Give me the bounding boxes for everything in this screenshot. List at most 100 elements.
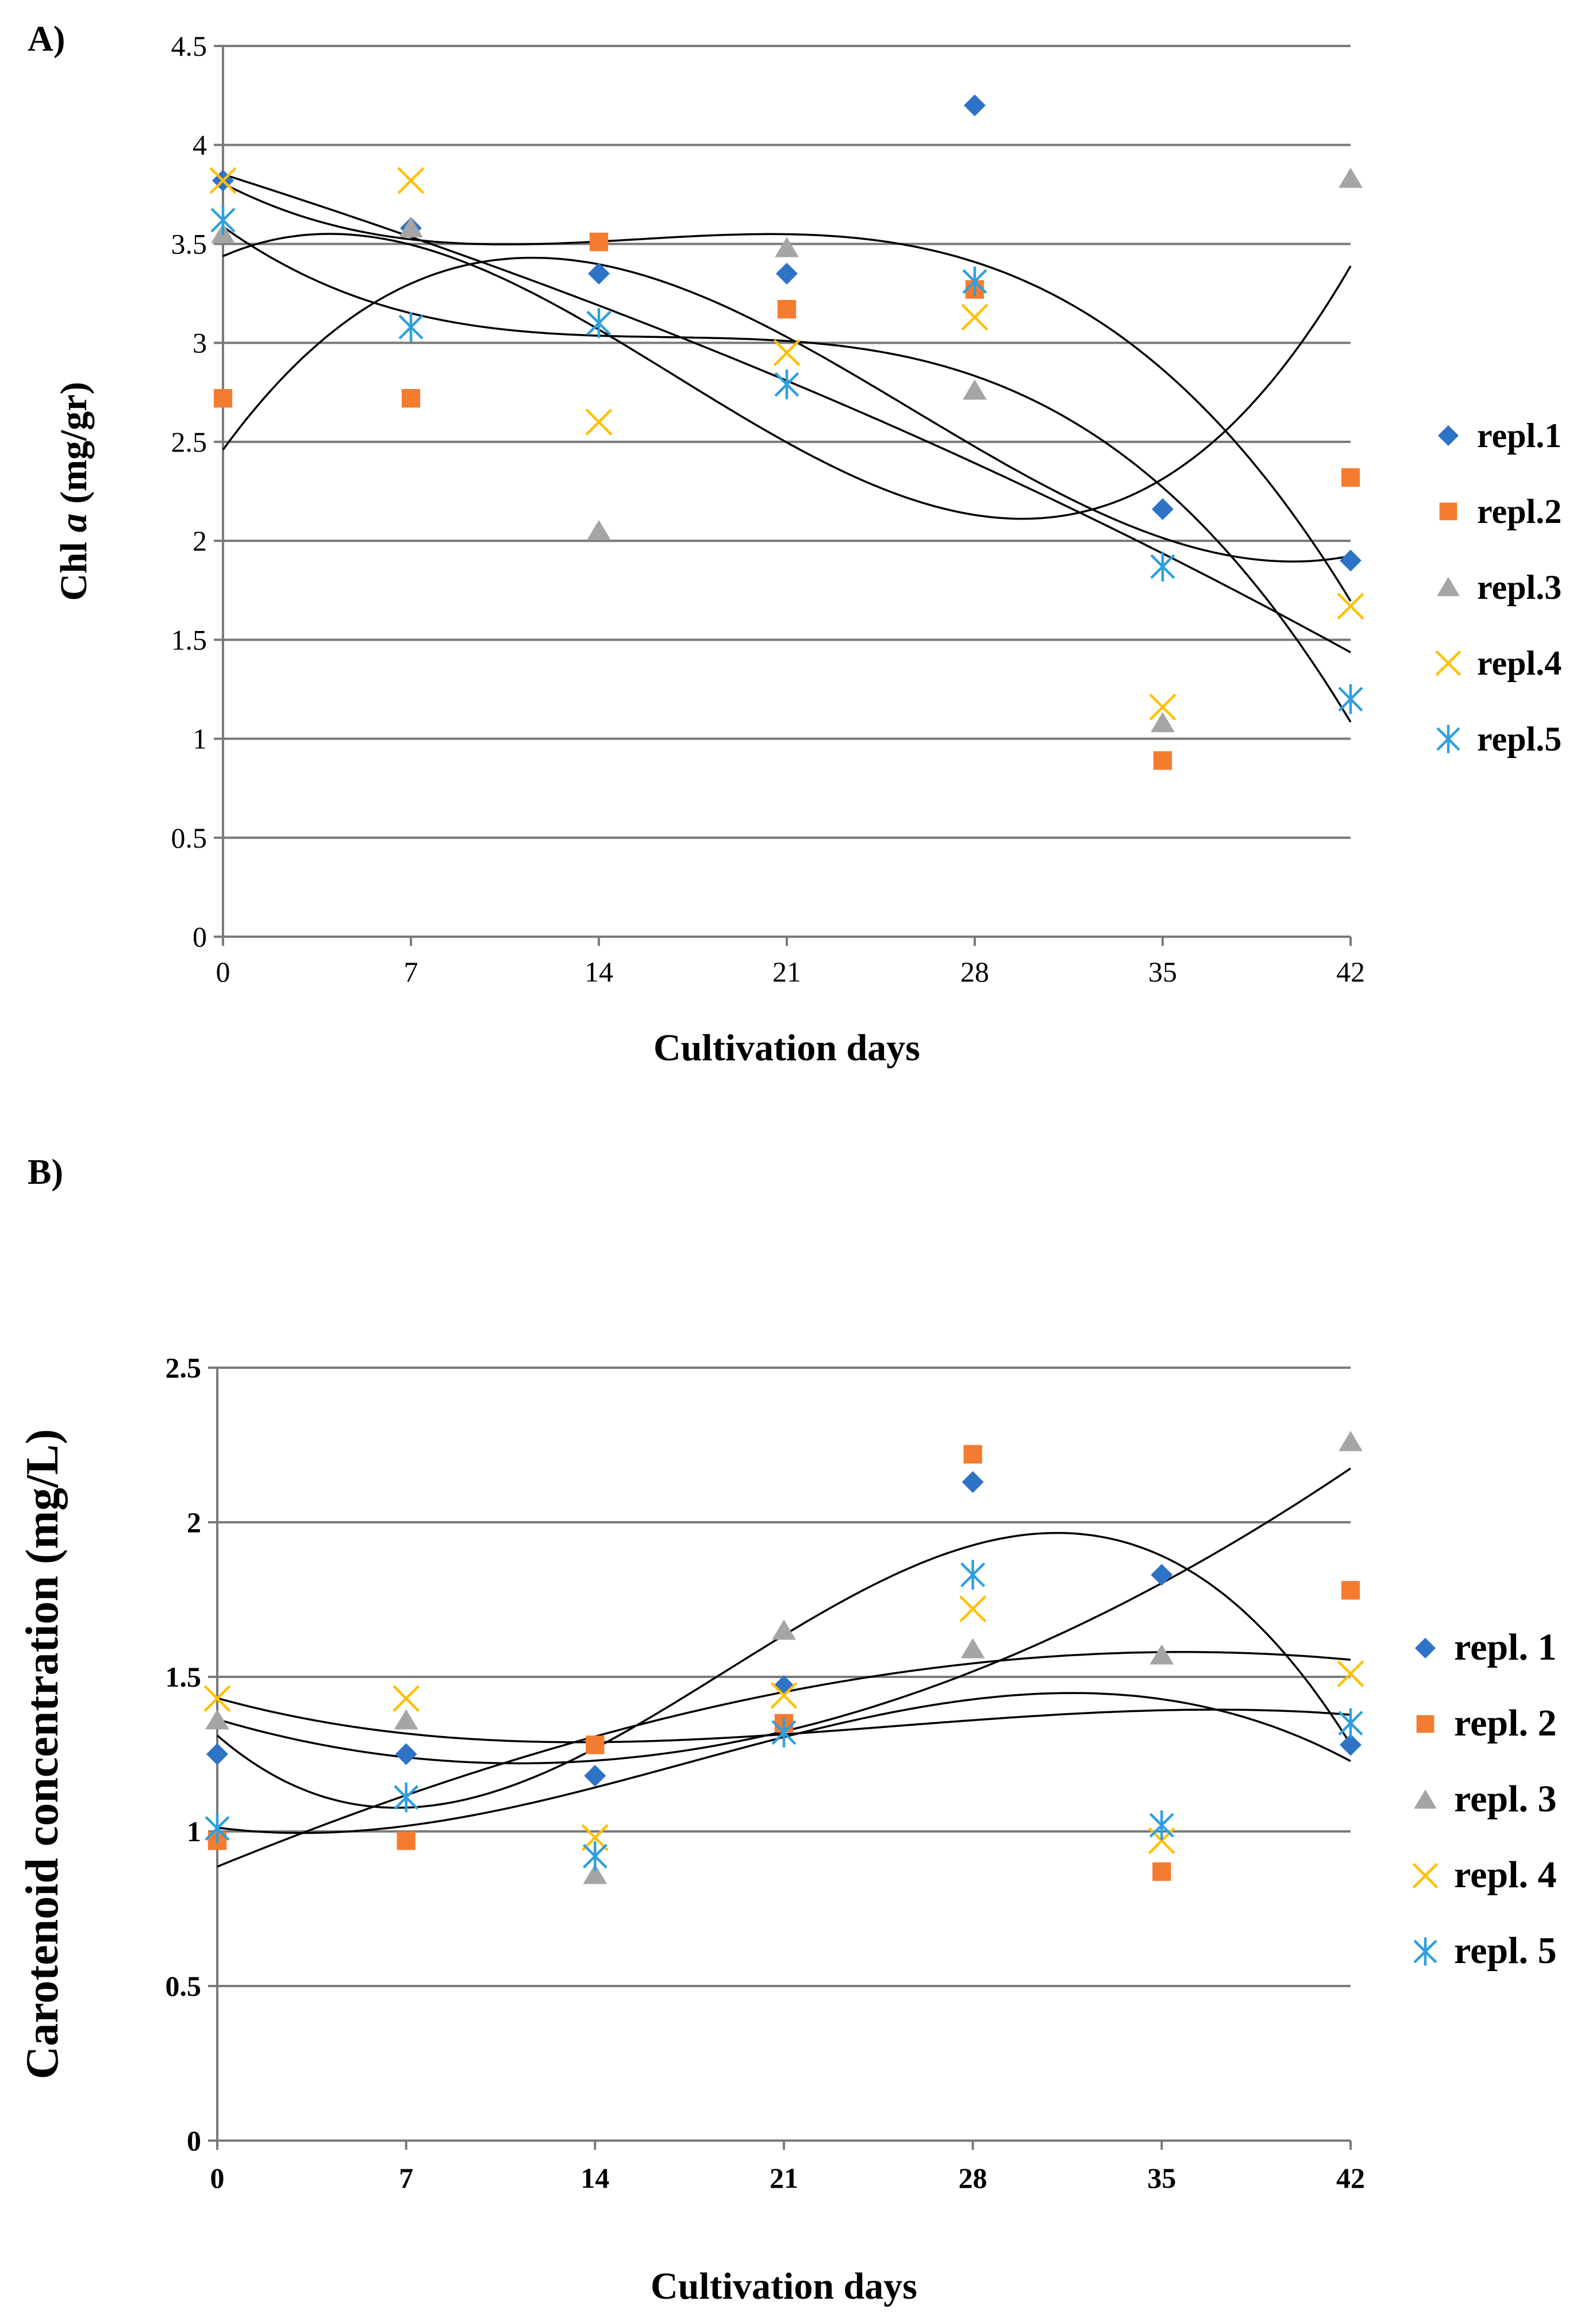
chart-b-x-ticks: 0 7 14 21 28 35 42: [210, 2141, 1365, 2194]
point-repl4: [209, 167, 237, 194]
point-repl4: [773, 339, 801, 367]
point-repl2: [1152, 1862, 1171, 1881]
point-repl2: [1153, 751, 1172, 770]
chart-a-x-ticks: 0 7 14 21 28 35 42: [216, 937, 1365, 988]
point-repl5: [205, 1813, 230, 1844]
point-repl1: [1340, 549, 1362, 572]
legend-label-repl5: repl. 5: [1454, 1930, 1556, 1972]
legend-label-repl1: repl. 1: [1454, 1626, 1556, 1668]
point-repl2: [1341, 1581, 1360, 1600]
legend-label-repl1: repl.1: [1477, 417, 1562, 455]
point-repl1: [395, 1743, 417, 1765]
chart-a: 0 0.5 1 1.5 2 2.5 3 3.5 4 4.5 0 7 14 21 28 35 42 Cultiv…: [53, 30, 1562, 1069]
point-repl1: [584, 1765, 606, 1787]
chart-a-axes: [222, 46, 1351, 938]
point-repl5: [394, 1782, 419, 1812]
x-tick-label: 21: [770, 2162, 798, 2194]
chart-b-legend: repl. 1 repl. 2 repl. 3 repl. 4 repl. 5: [1412, 1626, 1556, 1972]
x-tick-label: 35: [1147, 2162, 1176, 2194]
y-tick-label: 2: [193, 525, 207, 557]
point-repl5: [586, 308, 612, 338]
legend-marker-repl3: [1437, 576, 1460, 596]
legend-marker-repl5: [1413, 1937, 1437, 1966]
chart-a-x-axis-title: Cultivation days: [653, 1027, 920, 1069]
trendline-repl1: [216, 1531, 1352, 1809]
chart-a-y-axis-title-main: Chl: [53, 532, 95, 601]
point-repl4: [770, 1681, 798, 1709]
point-repl1: [962, 1471, 984, 1494]
point-repl5: [1150, 551, 1175, 582]
point-repl2: [1341, 468, 1360, 487]
y-tick-label: 3: [193, 327, 207, 359]
point-repl3: [775, 237, 799, 257]
point-repl5: [210, 205, 236, 236]
point-repl2: [586, 1735, 605, 1754]
point-repl2: [777, 299, 797, 319]
chart-b-x-axis-title: Cultivation days: [651, 2265, 917, 2307]
x-tick-label: 28: [959, 2162, 987, 2194]
point-repl3: [583, 1864, 607, 1884]
point-repl1: [964, 94, 986, 117]
point-repl3: [960, 1638, 985, 1658]
point-repl2: [397, 1831, 416, 1850]
legend-label-repl2: repl. 2: [1454, 1702, 1556, 1744]
legend-label-repl3: repl.3: [1477, 568, 1562, 606]
point-repl3: [587, 519, 611, 541]
point-repl1: [776, 263, 798, 285]
legend-label-repl4: repl.4: [1477, 644, 1562, 682]
trendline-repl2: [222, 256, 1351, 563]
x-tick-label: 14: [580, 2162, 609, 2194]
legend-marker-repl4: [1435, 650, 1462, 676]
chart-a-legend: repl.1 repl.2 repl.3 repl.4 repl.5: [1435, 417, 1562, 758]
panel-b-label: B): [28, 1153, 63, 1192]
chart-b-y-ticks: 0 0.5 1 1.5 2 2.5: [166, 1352, 217, 2157]
legend-marker-repl1: [1437, 425, 1459, 447]
chart-b-points: [203, 1431, 1364, 1884]
x-tick-label: 35: [1148, 956, 1177, 988]
legend-marker-repl3: [1414, 1789, 1437, 1809]
point-repl1: [588, 263, 610, 285]
x-tick-label: 42: [1336, 956, 1365, 988]
chart-a-y-axis-title-italic: a: [53, 513, 95, 532]
y-tick-label: 0.5: [166, 1970, 202, 2002]
point-repl4: [585, 409, 613, 436]
point-repl1: [1151, 1564, 1173, 1586]
point-repl4: [203, 1685, 231, 1712]
point-repl5: [582, 1841, 607, 1871]
point-repl2: [213, 388, 233, 408]
legend-label-repl5: repl.5: [1477, 720, 1562, 758]
x-tick-label: 42: [1336, 2162, 1365, 2194]
y-tick-label: 1: [187, 1815, 201, 1848]
y-tick-label: 1.5: [171, 624, 207, 656]
y-tick-label: 4.5: [171, 30, 207, 62]
legend-label-repl2: repl.2: [1477, 492, 1562, 530]
legend-label-repl4: repl. 4: [1454, 1854, 1556, 1896]
x-tick-label: 7: [404, 956, 418, 988]
point-repl5: [1338, 684, 1363, 714]
point-repl1: [1152, 498, 1174, 520]
point-repl3: [963, 379, 987, 400]
trendline-repl1: [222, 182, 1352, 602]
x-tick-label: 7: [399, 2162, 413, 2194]
trendline-repl3: [222, 233, 1352, 520]
chart-b-trendlines: [216, 1467, 1352, 1868]
point-repl3: [205, 1709, 229, 1730]
chart-a-y-axis-title: Chl a (mg/gr): [53, 382, 95, 601]
point-repl4: [1149, 693, 1176, 721]
point-repl3: [772, 1619, 796, 1640]
y-tick-label: 2.5: [166, 1352, 202, 1384]
chart-b-y-axis-title: Carotenoid concentration (mg/L): [17, 1429, 68, 2080]
point-repl2: [963, 1445, 982, 1464]
y-tick-label: 0: [187, 2125, 201, 2157]
x-tick-label: 28: [960, 956, 989, 988]
legend-marker-repl5: [1436, 725, 1460, 753]
legend-marker-repl1: [1414, 1637, 1436, 1659]
chart-a-y-ticks: 0 0.5 1 1.5 2 2.5 3 3.5 4 4.5: [171, 30, 223, 953]
point-repl3: [1151, 712, 1175, 733]
point-repl4: [1337, 592, 1364, 620]
y-tick-label: 2.5: [171, 426, 207, 458]
point-repl3: [1339, 167, 1363, 188]
y-tick-label: 3.5: [171, 228, 207, 260]
legend-marker-repl2: [1439, 502, 1457, 521]
point-repl3: [1339, 1431, 1363, 1452]
